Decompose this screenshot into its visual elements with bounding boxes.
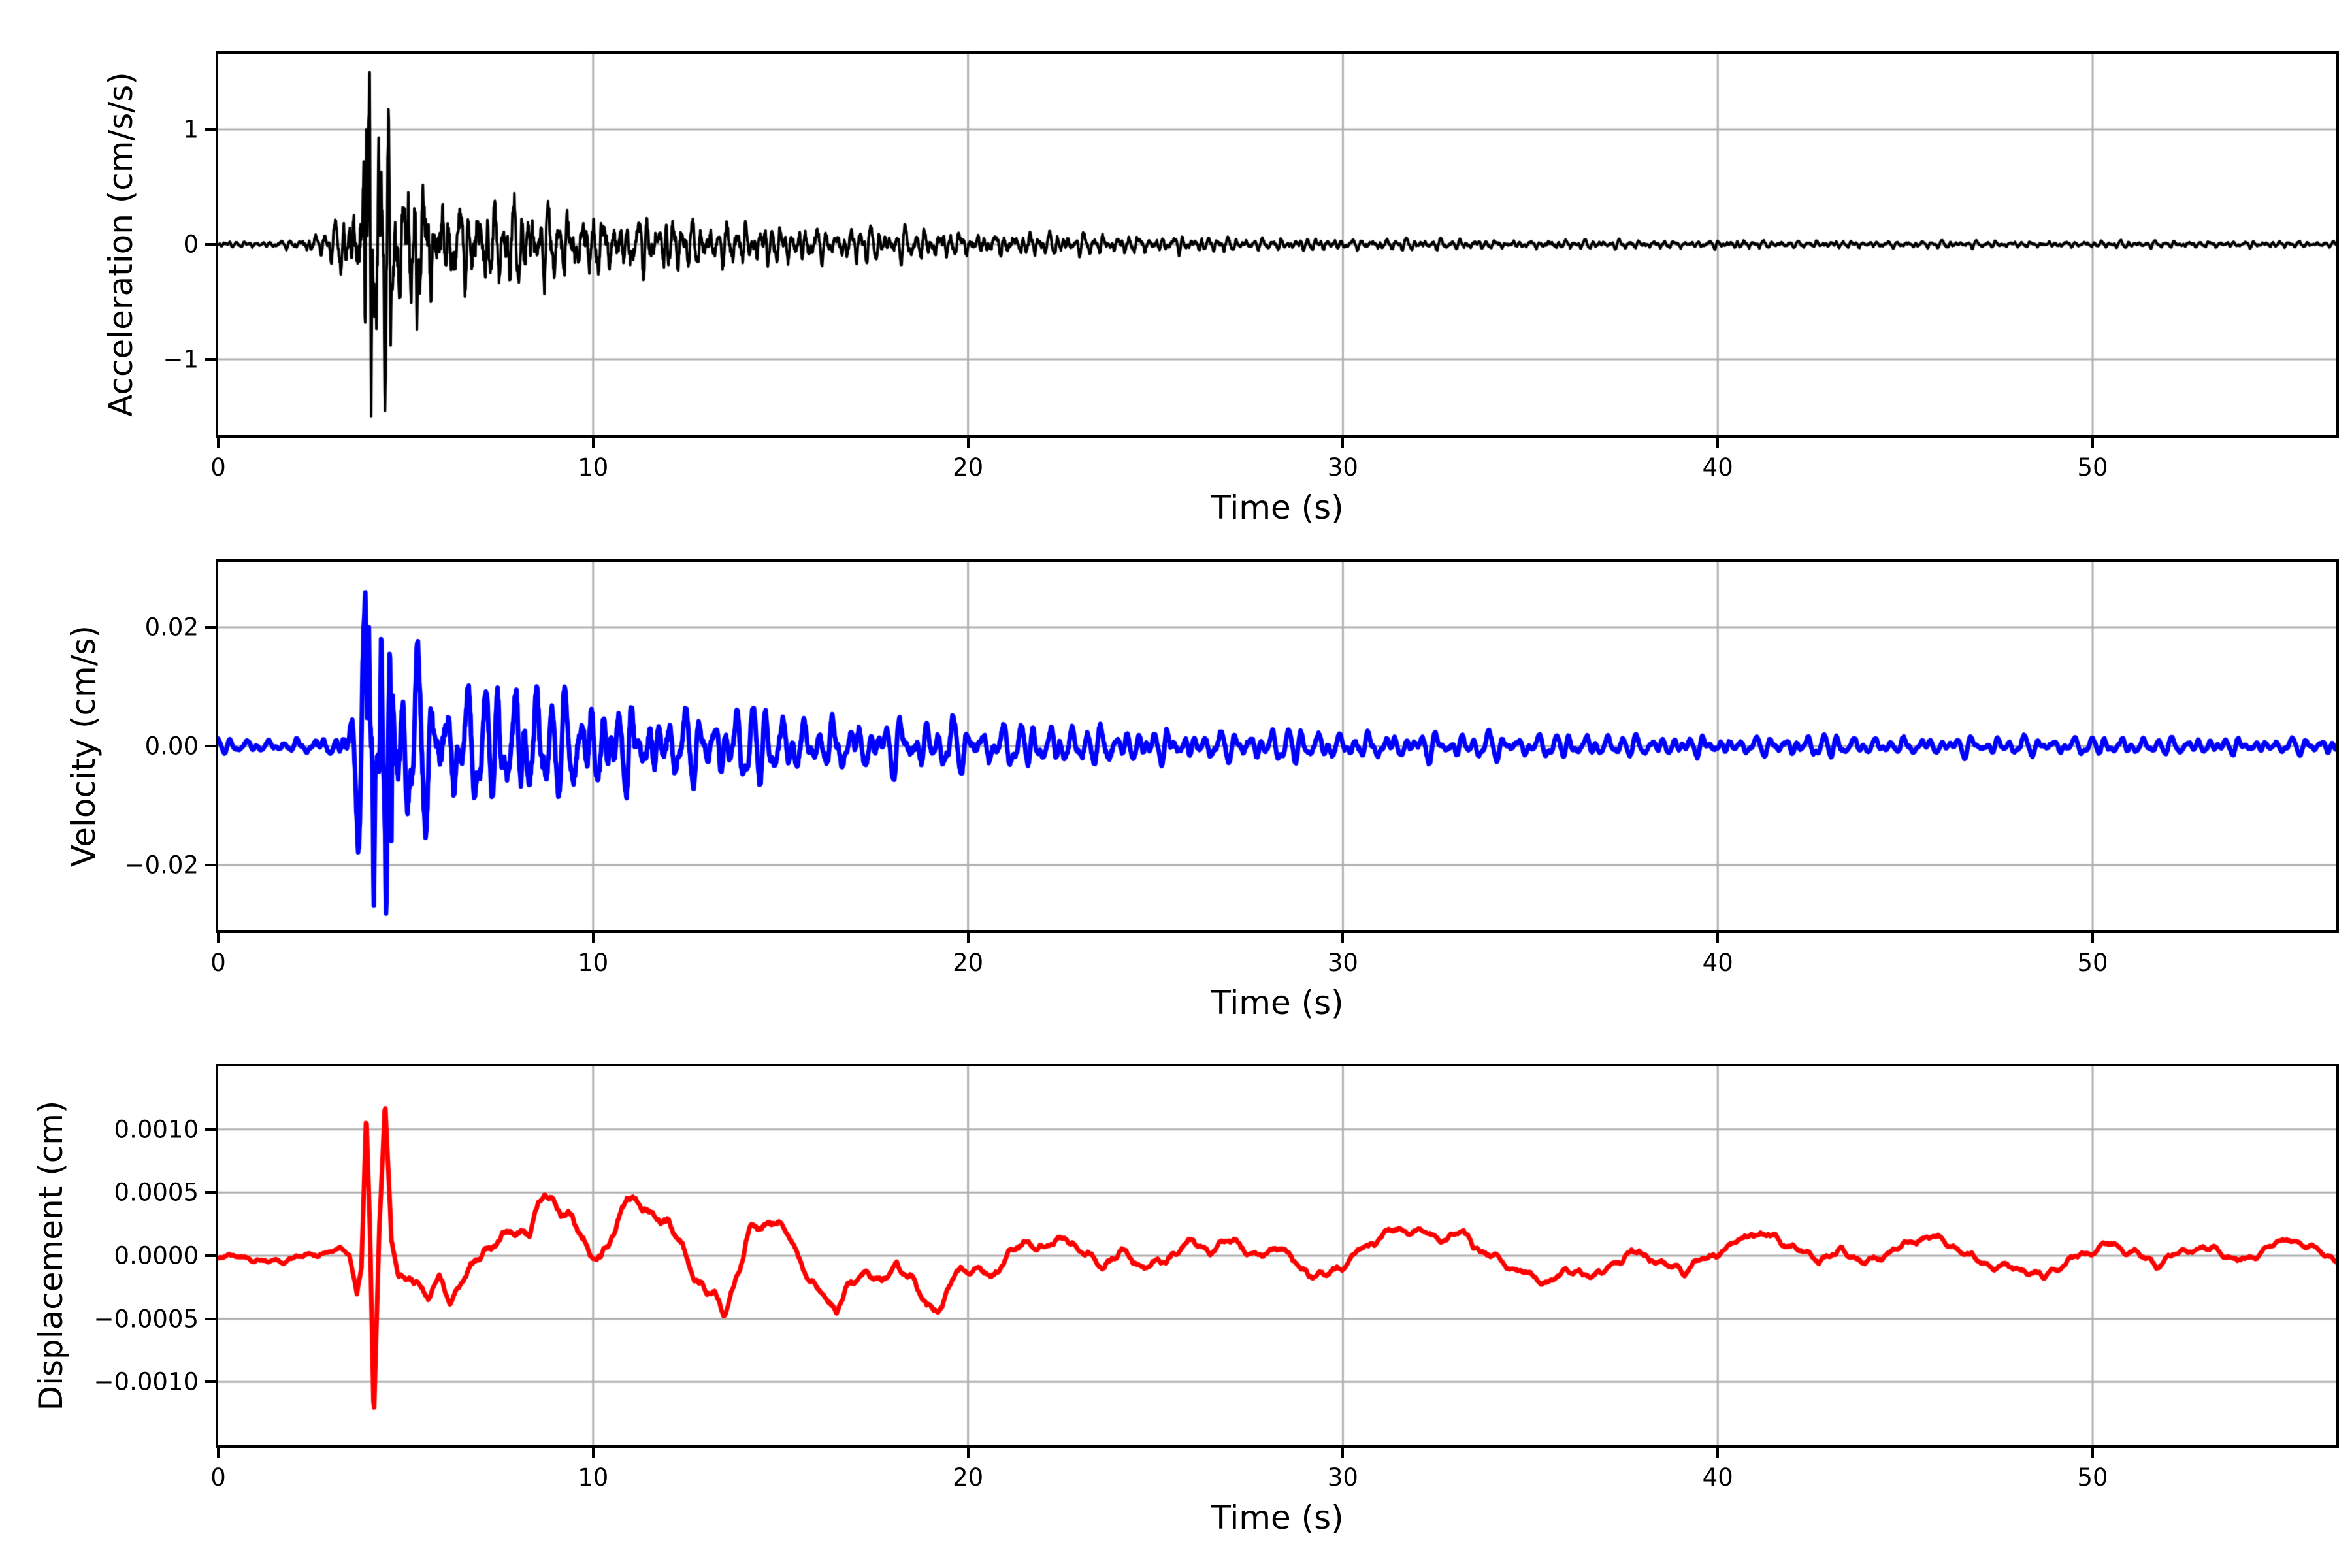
- x-tick-mark: [966, 1448, 970, 1458]
- x-tick-label: 20: [953, 949, 984, 977]
- y-tick-label: 0.00: [144, 732, 199, 760]
- plot-area: [216, 559, 2339, 933]
- x-tick-label: 40: [1702, 1463, 1733, 1492]
- x-tick-mark: [1341, 1448, 1345, 1458]
- x-tick-label: 50: [2077, 1463, 2108, 1492]
- x-tick-label: 0: [210, 453, 226, 482]
- displacement-waveform-canvas: [218, 1066, 2336, 1445]
- x-axis-label: Time (s): [1211, 984, 1344, 1022]
- x-tick-label: 10: [578, 453, 609, 482]
- y-tick-mark: [205, 863, 216, 866]
- y-tick-label: 0.0005: [114, 1178, 199, 1207]
- x-tick-label: 10: [578, 1463, 609, 1492]
- y-tick-label: 0.0000: [114, 1241, 199, 1270]
- x-tick-label: 20: [953, 453, 984, 482]
- x-tick-label: 30: [1327, 453, 1358, 482]
- x-tick-mark: [591, 438, 595, 448]
- y-axis-label: Displacement (cm): [32, 1100, 70, 1411]
- plot-area: [216, 1064, 2339, 1448]
- y-tick-label: −0.0005: [93, 1305, 199, 1333]
- y-tick-mark: [205, 243, 216, 246]
- y-tick-mark: [205, 357, 216, 361]
- x-tick-mark: [591, 933, 595, 943]
- y-tick-mark: [205, 1191, 216, 1194]
- x-tick-mark: [2091, 438, 2095, 448]
- x-tick-mark: [1716, 1448, 1720, 1458]
- x-axis-label: Time (s): [1211, 489, 1344, 527]
- x-tick-mark: [591, 1448, 595, 1458]
- x-tick-mark: [2091, 1448, 2095, 1458]
- x-tick-label: 30: [1327, 949, 1358, 977]
- y-tick-label: 0.0010: [114, 1115, 199, 1144]
- x-tick-mark: [217, 438, 220, 448]
- y-tick-mark: [205, 626, 216, 629]
- acceleration-waveform-canvas: [218, 54, 2336, 435]
- y-tick-mark: [205, 1380, 216, 1384]
- x-tick-label: 40: [1702, 949, 1733, 977]
- x-tick-label: 0: [210, 1463, 226, 1492]
- x-tick-mark: [966, 438, 970, 448]
- y-tick-label: 1: [183, 115, 199, 144]
- x-tick-mark: [217, 933, 220, 943]
- y-tick-mark: [205, 1317, 216, 1320]
- x-axis-label: Time (s): [1211, 1499, 1344, 1537]
- x-tick-label: 10: [578, 949, 609, 977]
- x-tick-mark: [1716, 438, 1720, 448]
- x-tick-label: 50: [2077, 949, 2108, 977]
- x-tick-label: 30: [1327, 1463, 1358, 1492]
- x-tick-mark: [217, 1448, 220, 1458]
- x-tick-label: 20: [953, 1463, 984, 1492]
- x-tick-mark: [1716, 933, 1720, 943]
- x-tick-mark: [966, 933, 970, 943]
- y-tick-label: 0: [183, 230, 199, 259]
- y-tick-mark: [205, 128, 216, 131]
- y-tick-label: −1: [163, 345, 199, 374]
- x-tick-mark: [1341, 933, 1345, 943]
- x-tick-label: 40: [1702, 453, 1733, 482]
- y-tick-label: 0.02: [144, 613, 199, 642]
- y-tick-mark: [205, 745, 216, 747]
- x-tick-mark: [2091, 933, 2095, 943]
- x-tick-label: 0: [210, 949, 226, 977]
- x-tick-mark: [1341, 438, 1345, 448]
- y-tick-mark: [205, 1254, 216, 1257]
- plot-area: [216, 51, 2339, 438]
- y-tick-label: −0.02: [124, 851, 199, 879]
- x-tick-label: 50: [2077, 453, 2108, 482]
- y-tick-label: −0.0010: [93, 1367, 199, 1396]
- y-tick-mark: [205, 1128, 216, 1131]
- velocity-waveform-canvas: [218, 562, 2336, 930]
